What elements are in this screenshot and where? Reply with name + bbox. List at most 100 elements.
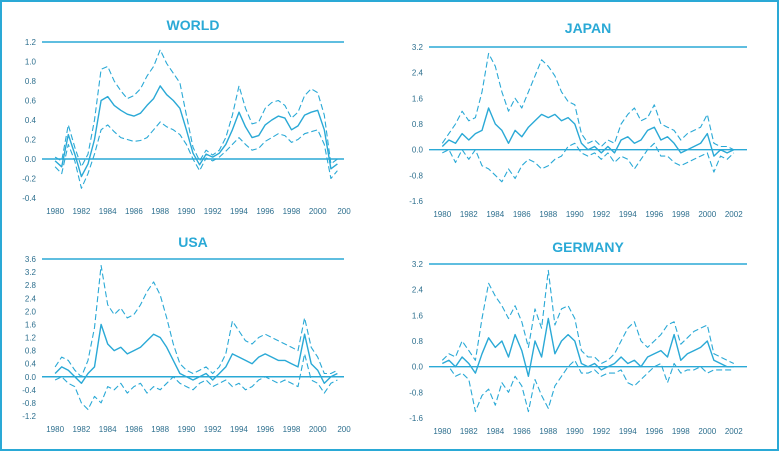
- world-ytick-label: 0.6: [25, 97, 37, 106]
- japan-xtick-label: 1990: [566, 210, 584, 219]
- usa-ytick-label: -0.8: [22, 399, 36, 408]
- germany-xtick-label: 1984: [486, 427, 504, 436]
- japan-series-solid-line: [441, 107, 735, 157]
- world-ytick-label: 0.8: [25, 77, 37, 86]
- germany-xtick-label: 2000: [698, 427, 716, 436]
- japan-ytick-label: 0.8: [412, 120, 424, 129]
- usa-ytick-label: 0.4: [25, 360, 37, 369]
- world-ytick-label: -0.2: [22, 175, 36, 184]
- japan-ytick-label: -0.8: [409, 171, 423, 180]
- world-xtick-label: 1988: [151, 207, 169, 216]
- japan-xtick-label: 2002: [725, 210, 743, 219]
- japan-xtick-label: 1992: [592, 210, 610, 219]
- usa-xtick-label: 200: [337, 425, 351, 434]
- germany-xtick-label: 1988: [539, 427, 557, 436]
- usa-ytick-label: 3.6: [25, 255, 37, 264]
- germany-chart-title: GERMANY: [552, 239, 624, 255]
- germany-xtick-label: 1994: [619, 427, 637, 436]
- usa-ytick-label: 2.8: [25, 281, 37, 290]
- world-xtick-label: 1996: [256, 207, 274, 216]
- japan-chart-title: JAPAN: [565, 20, 611, 36]
- germany-series-dashed-line: [442, 359, 734, 413]
- germany-xtick-label: 1982: [460, 427, 478, 436]
- usa-ytick-label: 0.0: [25, 373, 37, 382]
- germany-xtick-label: 1998: [672, 427, 690, 436]
- world-ytick-label: 0.2: [25, 136, 37, 145]
- germany-ytick-label: 3.2: [412, 260, 424, 269]
- germany-ytick-label: 1.6: [412, 311, 424, 320]
- usa-ytick-label: 1.2: [25, 334, 37, 343]
- japan-xtick-label: 1984: [486, 210, 504, 219]
- world-xtick-label: 1992: [204, 207, 222, 216]
- usa-chart-title: USA: [178, 234, 208, 250]
- japan-ytick-label: 0.0: [412, 146, 424, 155]
- usa-xtick-label: 1998: [283, 425, 301, 434]
- usa-xtick-label: 1992: [204, 425, 222, 434]
- world-xtick-label: 200: [337, 207, 351, 216]
- japan-xtick-label: 2000: [698, 210, 716, 219]
- usa-xtick-label: 1986: [125, 425, 143, 434]
- japan-ytick-label: 1.6: [412, 94, 424, 103]
- usa-ytick-label: -1.2: [22, 412, 36, 421]
- germany-xtick-label: 2002: [725, 427, 743, 436]
- world-chart-title: WORLD: [167, 17, 220, 33]
- usa-series-dashed-line: [54, 353, 338, 411]
- japan-series-dashed-line: [441, 52, 735, 151]
- world-xtick-label: 2000: [309, 207, 327, 216]
- usa-series-dashed-line: [54, 264, 338, 378]
- usa-xtick-label: 1980: [46, 425, 64, 434]
- japan-chart: JAPAN -1.6 -0.8 0.0 0.8 1.6 2.4 3.2 1980 1982 1984…: [409, 20, 747, 219]
- world-ytick-label: 0.0: [25, 155, 37, 164]
- germany-xtick-label: 1996: [645, 427, 663, 436]
- japan-xtick-label: 1996: [645, 210, 663, 219]
- usa-ytick-label: 3.2: [25, 268, 37, 277]
- germany-xtick-label: 1980: [433, 427, 451, 436]
- japan-xtick-label: 1986: [513, 210, 531, 219]
- usa-xtick-label: 1994: [230, 425, 248, 434]
- usa-xtick-label: 1990: [178, 425, 196, 434]
- japan-xtick-label: 1980: [433, 210, 451, 219]
- usa-ytick-label: 1.6: [25, 320, 37, 329]
- germany-xtick-label: 1990: [566, 427, 584, 436]
- germany-ytick-label: -0.8: [409, 388, 423, 397]
- usa-xtick-label: 2000: [309, 425, 327, 434]
- world-ytick-label: 0.4: [25, 116, 37, 125]
- usa-xtick-label: 1988: [151, 425, 169, 434]
- japan-ytick-label: 3.2: [412, 43, 424, 52]
- usa-series-solid-line: [54, 323, 338, 384]
- germany-series-solid-line: [441, 317, 734, 377]
- usa-ytick-label: 2.4: [25, 294, 37, 303]
- world-ytick-label: -0.4: [22, 194, 36, 203]
- japan-xtick-label: 1994: [619, 210, 637, 219]
- world-series-dashed-line: [54, 121, 338, 189]
- usa-ytick-label: 2.0: [25, 307, 37, 316]
- usa-ytick-label: 0.8: [25, 347, 37, 356]
- germany-series-dashed-line: [441, 269, 735, 365]
- japan-xtick-label: 1998: [672, 210, 690, 219]
- japan-ytick-label: 2.4: [412, 69, 424, 78]
- world-xtick-label: 1994: [230, 207, 248, 216]
- germany-ytick-label: 0.8: [412, 337, 424, 346]
- germany-ytick-label: 2.4: [412, 286, 424, 295]
- usa-ytick-label: -0.4: [22, 386, 36, 395]
- world-series-dashed-line: [54, 49, 338, 168]
- germany-xtick-label: 1992: [592, 427, 610, 436]
- japan-xtick-label: 1982: [460, 210, 478, 219]
- usa-xtick-label: 1996: [256, 425, 274, 434]
- usa-xtick-label: 1984: [99, 425, 117, 434]
- usa-xtick-label: 1982: [72, 425, 90, 434]
- germany-ytick-label: -1.6: [409, 414, 423, 423]
- world-xtick-label: 1984: [99, 207, 117, 216]
- japan-xtick-label: 1988: [539, 210, 557, 219]
- japan-ytick-label: -1.6: [409, 197, 423, 206]
- world-series-solid-line: [54, 85, 338, 178]
- japan-series-dashed-line: [442, 142, 735, 183]
- germany-xtick-label: 1986: [513, 427, 531, 436]
- usa-chart: USA -1.2 -0.8 -0.4 0.0 0.4 0.8 1.2 1.6 2.0 2.4 2.8 3…: [22, 234, 351, 434]
- world-chart: WORLD -0.4 -0.2 0.0 0.2 0.4 0.6 0.8 1.0 1.2 1980 19…: [22, 17, 351, 216]
- germany-chart: GERMANY -1.6 -0.8 0.0 0.8 1.6 2.4 3.2 1980 1982 19…: [409, 239, 747, 436]
- germany-ytick-label: 0.0: [412, 363, 424, 372]
- world-xtick-label: 1986: [125, 207, 143, 216]
- world-xtick-label: 1990: [178, 207, 196, 216]
